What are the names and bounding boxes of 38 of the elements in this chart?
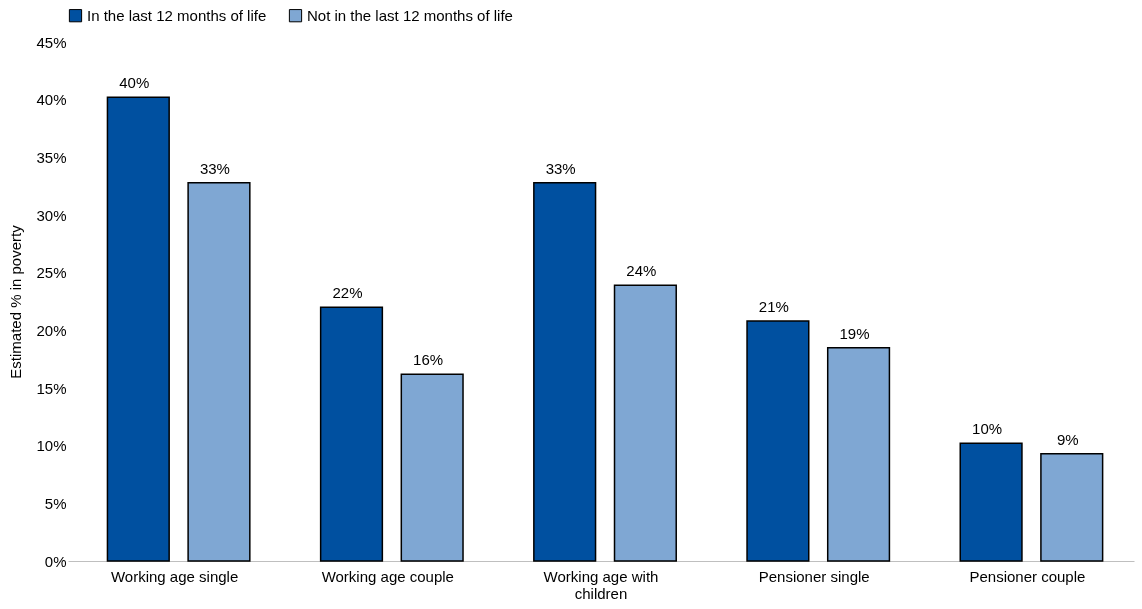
bar	[1040, 452, 1104, 562]
x-tick-label: Working age single	[110, 567, 239, 585]
data-label: 33%	[199, 159, 230, 177]
bar	[746, 320, 810, 562]
y-axis-title: Estimated % in poverty	[7, 224, 25, 379]
y-tick-label: 35%	[36, 148, 67, 166]
data-label: 19%	[839, 324, 870, 342]
legend-label: Not in the last 12 months of life	[307, 6, 513, 24]
y-tick-label: 45%	[36, 33, 67, 51]
bar	[533, 181, 597, 562]
bar	[613, 284, 677, 562]
x-tick-label: Pensioner couple	[969, 567, 1086, 585]
data-label: 24%	[626, 262, 657, 280]
x-tick-label: Working age with children	[543, 567, 659, 602]
bar	[187, 181, 251, 562]
data-label: 16%	[413, 351, 444, 369]
bar	[106, 96, 170, 562]
data-label: 10%	[972, 420, 1003, 438]
bar	[959, 442, 1023, 562]
y-tick-label: 0%	[44, 552, 67, 570]
y-tick-label: 40%	[36, 91, 67, 109]
legend-label: In the last 12 months of life	[87, 6, 267, 24]
y-tick-label: 25%	[36, 264, 67, 282]
bar	[319, 306, 384, 562]
data-label: 40%	[119, 74, 150, 92]
bar	[826, 346, 891, 562]
y-tick-label: 5%	[44, 494, 67, 512]
data-label: 33%	[545, 159, 576, 177]
bar	[400, 373, 464, 562]
data-label: 22%	[332, 284, 363, 302]
y-tick-label: 30%	[36, 206, 67, 224]
data-label: 9%	[1056, 430, 1079, 448]
data-label: 21%	[758, 298, 789, 316]
x-tick-label: Working age couple	[321, 567, 454, 585]
y-tick-label: 10%	[36, 437, 67, 455]
y-tick-label: 20%	[36, 321, 67, 339]
x-tick-label: Pensioner single	[758, 567, 870, 585]
y-tick-label: 15%	[36, 379, 67, 397]
